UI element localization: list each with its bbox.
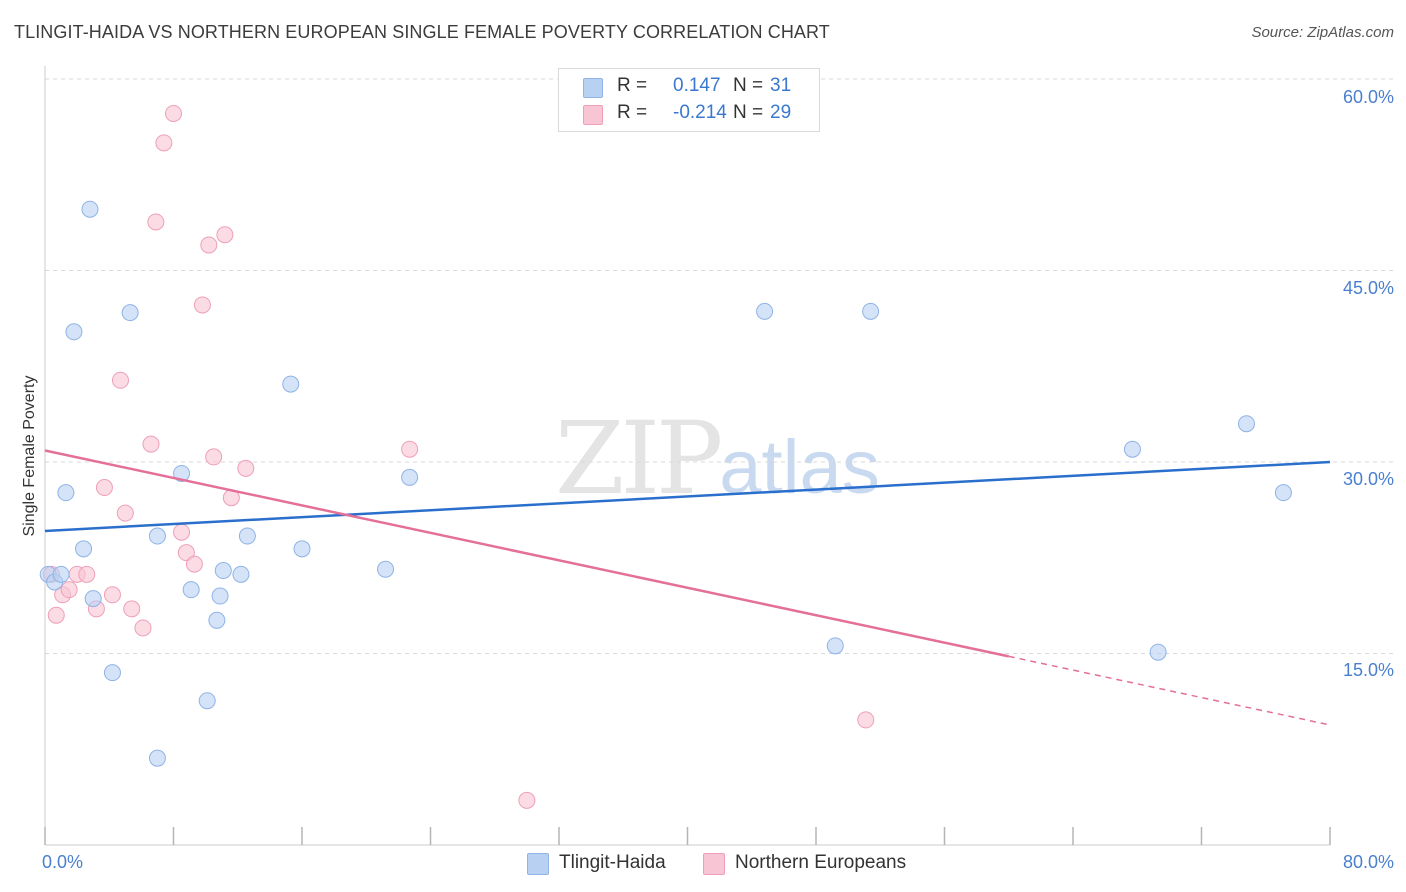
tlingit-haida-point (81, 200, 99, 218)
tlingit-haida-point (75, 540, 93, 558)
northern-europeans-point (857, 711, 875, 729)
tlingit-haida-point (377, 560, 395, 578)
northern-europeans-trend-extension (1008, 655, 1331, 726)
y-tick-label-30: 30.0% (1342, 469, 1394, 489)
y-tick-label-15: 15.0% (1342, 660, 1394, 680)
tlingit-haida-trend-line (44, 460, 1331, 533)
tlingit-haida-point (211, 587, 229, 605)
tlingit-haida-point (52, 565, 70, 583)
northern-europeans-point (155, 134, 173, 152)
tlingit-haida-point (182, 581, 200, 599)
tlingit-haida-point (84, 590, 102, 608)
watermark-zip: ZIP (555, 400, 723, 517)
blue-swatch (583, 78, 603, 98)
y-tick-label-60: 60.0% (1342, 87, 1394, 107)
northern-europeans-point (165, 104, 182, 122)
northern-europeans-point (147, 213, 165, 231)
tlingit-haida-point (862, 302, 880, 320)
watermark-atlas: atlas (719, 425, 880, 510)
blue-swatch (527, 853, 549, 875)
tlingit-haida-point (826, 637, 844, 655)
tlingit-haida-points (39, 200, 1292, 767)
tlingit-haida-point (1237, 415, 1255, 433)
grid-lines (45, 78, 1395, 654)
northern-europeans-point (173, 523, 191, 541)
r-label: R = (617, 75, 648, 96)
series-label: Tlingit-Haida (559, 852, 666, 873)
northern-europeans-point (103, 586, 121, 604)
northern-europeans-point (193, 296, 211, 314)
watermark: ZIPatlas (555, 400, 880, 517)
stats-legend: R = 0.147 N = 31 R = -0.214 N = 29 (558, 68, 820, 132)
series-label: Northern Europeans (735, 852, 907, 873)
northern-europeans-point (200, 236, 218, 254)
tlingit-haida-point (57, 484, 75, 502)
northern-europeans-point (60, 581, 78, 599)
pink-swatch (703, 853, 725, 875)
northern-europeans-point (401, 440, 419, 458)
northern-europeans-point (123, 600, 141, 618)
northern-europeans-point (518, 791, 536, 809)
northern-europeans-point (185, 555, 203, 573)
northern-europeans-trend-line (44, 449, 1010, 658)
northern-europeans-point (111, 371, 129, 389)
x-tick-label-max: 80.0% (1342, 852, 1394, 872)
northern-europeans-point (142, 435, 160, 453)
trend-lines (44, 449, 1331, 726)
source-label: Source: ZipAtlas.com (1251, 24, 1394, 41)
northern-europeans-point (78, 565, 96, 583)
tlingit-haida-point (1123, 440, 1141, 458)
chart-title: TLINGIT-HAIDA VS NORTHERN EUROPEAN SINGL… (14, 22, 830, 42)
tlingit-haida-point (293, 540, 311, 558)
tlingit-haida-point (173, 464, 191, 482)
northern-europeans-point (216, 226, 234, 244)
n-label: N = (733, 75, 764, 96)
northern-europeans-points (42, 104, 875, 809)
northern-europeans-point (205, 448, 223, 466)
tlingit-haida-point (214, 562, 232, 580)
y-axis-label: Single Female Poverty (21, 375, 38, 537)
n-label: N = (733, 102, 764, 123)
tlingit-haida-point (198, 692, 216, 710)
tlingit-haida-point (401, 468, 419, 486)
tlingit-haida-point (148, 749, 166, 767)
x-tick-label-min: 0.0% (42, 852, 84, 872)
y-tick-label-45: 45.0% (1342, 278, 1394, 298)
tlingit-haida-point (103, 664, 121, 682)
n-value: 29 (770, 102, 792, 123)
r-value: -0.214 (673, 102, 727, 123)
northern-europeans-point (177, 544, 195, 562)
northern-europeans-point (116, 504, 134, 522)
n-value: 31 (770, 75, 792, 96)
tlingit-haida-point (232, 565, 250, 583)
tlingit-haida-point (756, 302, 774, 320)
northern-europeans-point (95, 479, 113, 497)
r-label: R = (617, 102, 648, 123)
pink-swatch (583, 105, 603, 125)
tlingit-haida-point (1149, 643, 1167, 661)
axes (44, 66, 1331, 846)
tlingit-haida-point (1274, 484, 1292, 502)
tlingit-haida-point (238, 527, 256, 545)
r-value: 0.147 (673, 75, 721, 96)
northern-europeans-point (237, 459, 255, 477)
northern-europeans-point (134, 619, 152, 637)
tlingit-haida-point (121, 304, 139, 322)
tlingit-haida-point (282, 375, 300, 393)
tlingit-haida-point (65, 323, 83, 341)
northern-europeans-point (47, 606, 65, 624)
tlingit-haida-point (208, 611, 226, 629)
tlingit-haida-point (148, 527, 166, 545)
